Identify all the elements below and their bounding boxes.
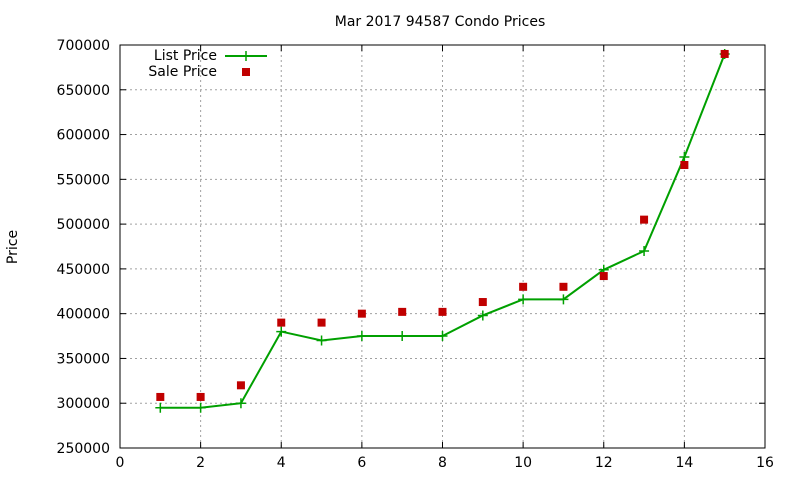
data-point-list-price [356,331,367,342]
y-tick-label: 500000 [57,217,110,233]
data-point-list-price [155,402,166,413]
x-tick-label: 0 [116,455,125,471]
x-tick-label: 14 [675,455,693,471]
data-point-list-price [316,335,327,346]
y-tick-label: 650000 [57,83,110,99]
y-tick-label: 600000 [57,128,110,144]
data-point-list-price [195,402,206,413]
data-point-sale-price [640,215,649,224]
data-point-list-price [639,245,650,256]
data-point-sale-price [680,161,689,170]
data-point-sale-price [519,282,528,291]
legend: List Price Sale Price [148,48,267,80]
x-tick-label: 6 [357,455,366,471]
axis-ticks: 250000 300000 350000 400000 450000 500000 5500… [57,38,774,471]
y-tick-label: 450000 [57,262,110,278]
y-tick-label: 250000 [57,441,110,457]
data-point-list-price [276,326,287,337]
x-tick-label: 4 [277,455,286,471]
data-point-sale-price [720,49,729,58]
data-point-list-price [558,294,569,305]
series-layer [155,48,730,413]
x-tick-label: 12 [595,455,613,471]
x-tick-label: 16 [756,455,774,471]
data-point-sale-price [478,298,487,307]
data-point-sale-price [236,381,245,390]
data-point-sale-price [438,307,447,316]
data-point-list-price [679,151,690,162]
data-point-list-price [518,294,529,305]
data-point-list-price [437,331,448,342]
data-point-list-price [235,398,246,409]
data-point-sale-price [599,272,608,281]
x-tick-label: 2 [196,455,205,471]
data-point-sale-price [156,392,165,401]
y-tick-label: 300000 [57,396,110,412]
data-point-sale-price [559,282,568,291]
y-axis-label: Price [5,230,21,264]
legend-label-sale-price: Sale Price [148,64,217,80]
chart-title: Mar 2017 94587 Condo Prices [335,14,546,30]
data-point-sale-price [196,392,205,401]
data-point-list-price [477,310,488,321]
data-point-sale-price [398,307,407,316]
data-point-sale-price [317,318,326,327]
y-tick-label: 700000 [57,38,110,54]
grid [120,45,765,448]
y-tick-label: 350000 [57,351,110,367]
data-point-sale-price [277,318,286,327]
legend-marker-list-price [241,51,251,61]
y-tick-label: 400000 [57,307,110,323]
data-point-sale-price [357,309,366,318]
data-point-list-price [397,331,408,342]
y-tick-label: 550000 [57,172,110,188]
legend-label-list-price: List Price [154,48,217,64]
x-tick-label: 10 [514,455,532,471]
legend-marker-sale-price [242,68,250,76]
x-tick-label: 8 [438,455,447,471]
